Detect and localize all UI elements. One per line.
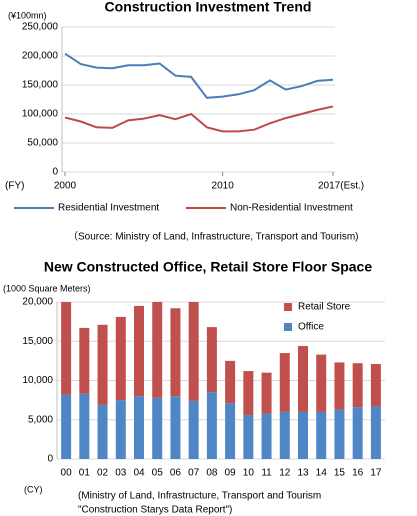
x-tick-label: 2017(Est.) — [318, 181, 364, 192]
annotation: (Ministry of Land, Infrastructure, Trans… — [78, 491, 321, 502]
x-tick-label: 10 — [243, 468, 255, 479]
x-tick-label: 00 — [61, 468, 73, 479]
bar — [97, 324, 108, 405]
bar — [261, 372, 272, 414]
legend-swatch — [284, 303, 292, 311]
bar — [334, 362, 345, 410]
y-unit: (¥100mn) — [8, 10, 47, 20]
bar — [370, 406, 381, 459]
bar — [279, 411, 290, 459]
y-tick-label: 150,000 — [22, 80, 59, 91]
x-tick-label: 02 — [97, 468, 109, 479]
bar — [225, 403, 236, 459]
bar — [261, 413, 272, 459]
bar — [61, 394, 72, 459]
x-tick-label: 11 — [261, 468, 272, 479]
bar — [206, 327, 217, 393]
x-tick-label: 16 — [352, 468, 364, 479]
bar — [97, 404, 108, 459]
y-unit: (1000 Square Meters) — [3, 283, 91, 293]
x-tick-label: 2000 — [54, 181, 77, 192]
x-tick-label: 06 — [170, 468, 182, 479]
y-tick-label: 100,000 — [22, 109, 59, 120]
bar — [115, 400, 126, 459]
x-label: (CY) — [24, 484, 43, 494]
bar — [61, 302, 72, 395]
y-tick-label: 15,000 — [22, 336, 53, 347]
bar — [134, 396, 144, 459]
bar — [316, 354, 327, 412]
bar — [225, 360, 236, 404]
x-tick-label: 12 — [279, 468, 291, 479]
y-tick-label: 20,000 — [22, 297, 53, 308]
x-tick-label: 2010 — [212, 181, 235, 192]
bar — [334, 409, 345, 459]
line — [64, 52, 334, 99]
bar — [188, 302, 199, 401]
legend-label: Residential Investment — [58, 203, 159, 214]
x-tick-label: 03 — [115, 468, 127, 479]
x-tick-label: 08 — [206, 468, 218, 479]
bar — [298, 411, 308, 459]
x-tick-label: 05 — [152, 468, 164, 479]
bar — [152, 302, 163, 398]
bar — [370, 364, 381, 407]
legend-label: Office — [298, 322, 324, 333]
annotation: （Source: Ministry of Land, Infrastructur… — [68, 231, 359, 243]
line — [64, 105, 334, 133]
x-tick-label: 04 — [133, 468, 145, 479]
legend-label: Retail Store — [298, 302, 351, 313]
chart-title: New Constructed Office, Retail Store Flo… — [44, 259, 373, 275]
y-tick-label: 200,000 — [22, 51, 59, 62]
bar — [170, 308, 181, 397]
y-tick-label: 5,000 — [28, 414, 53, 425]
y-tick-label: 0 — [52, 167, 58, 178]
bar — [206, 392, 217, 459]
y-tick-label: 250,000 — [22, 22, 59, 33]
bar — [243, 371, 254, 416]
legend-label: Non-Residential Investment — [230, 203, 353, 214]
bar — [115, 316, 126, 401]
x-tick-label: 01 — [79, 468, 91, 479]
chart-title: Construction Investment Trend — [105, 0, 312, 15]
bar — [170, 396, 181, 459]
x-tick-label: 07 — [188, 468, 200, 479]
bar — [352, 363, 363, 408]
bar — [279, 353, 290, 412]
x-tick-label: 13 — [297, 468, 309, 479]
annotation: "Construction Starys Data Report") — [78, 505, 232, 516]
x-tick-label: 09 — [225, 468, 237, 479]
y-tick-label: 50,000 — [27, 138, 58, 149]
bar — [79, 393, 90, 459]
bar — [79, 327, 90, 394]
bar — [152, 397, 163, 459]
y-tick-label: 0 — [47, 454, 53, 465]
y-tick-label: 10,000 — [22, 375, 53, 386]
bar — [316, 411, 327, 459]
bar — [243, 415, 254, 459]
x-label: (FY) — [5, 181, 24, 192]
bar — [298, 345, 308, 412]
x-tick-label: 17 — [370, 468, 382, 479]
x-tick-label: 14 — [316, 468, 328, 479]
bar — [134, 305, 144, 397]
legend-swatch — [284, 323, 292, 331]
x-tick-label: 15 — [334, 468, 346, 479]
bar — [188, 400, 199, 459]
bar — [352, 407, 363, 459]
